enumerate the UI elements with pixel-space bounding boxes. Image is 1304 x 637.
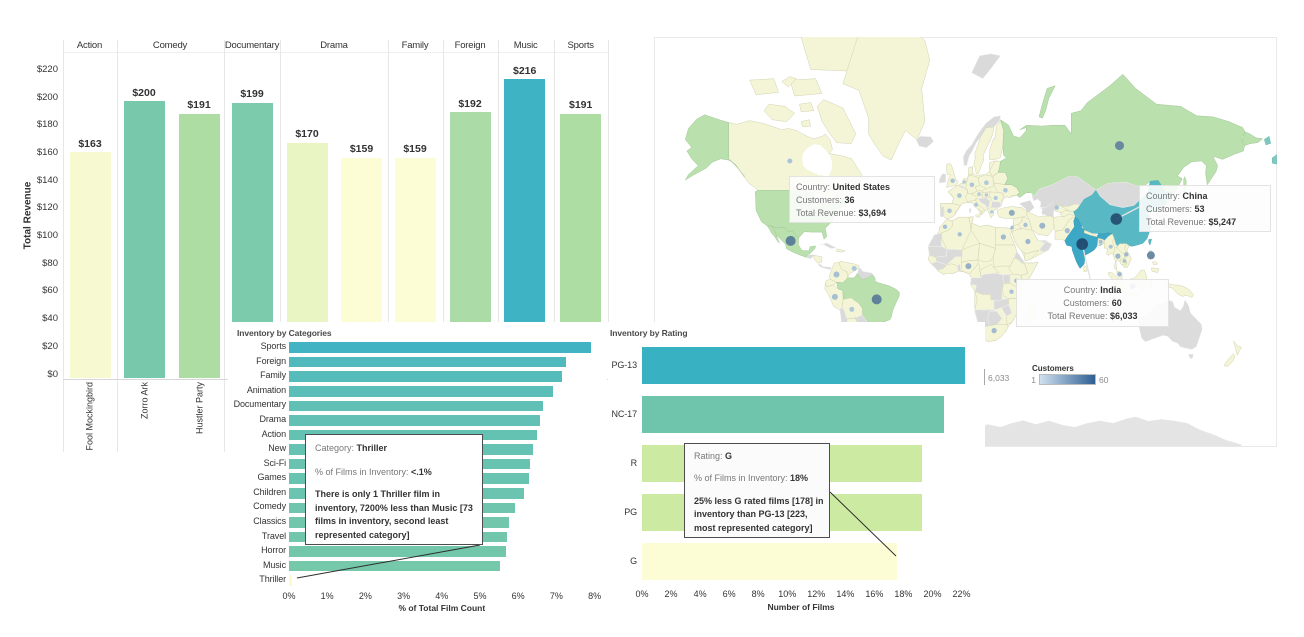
svg-text:Zorro Ark: Zorro Ark (140, 382, 150, 420)
svg-text:Fool Mockingbird: Fool Mockingbird (85, 382, 95, 451)
svg-text:Hustler Party: Hustler Party (195, 382, 205, 435)
